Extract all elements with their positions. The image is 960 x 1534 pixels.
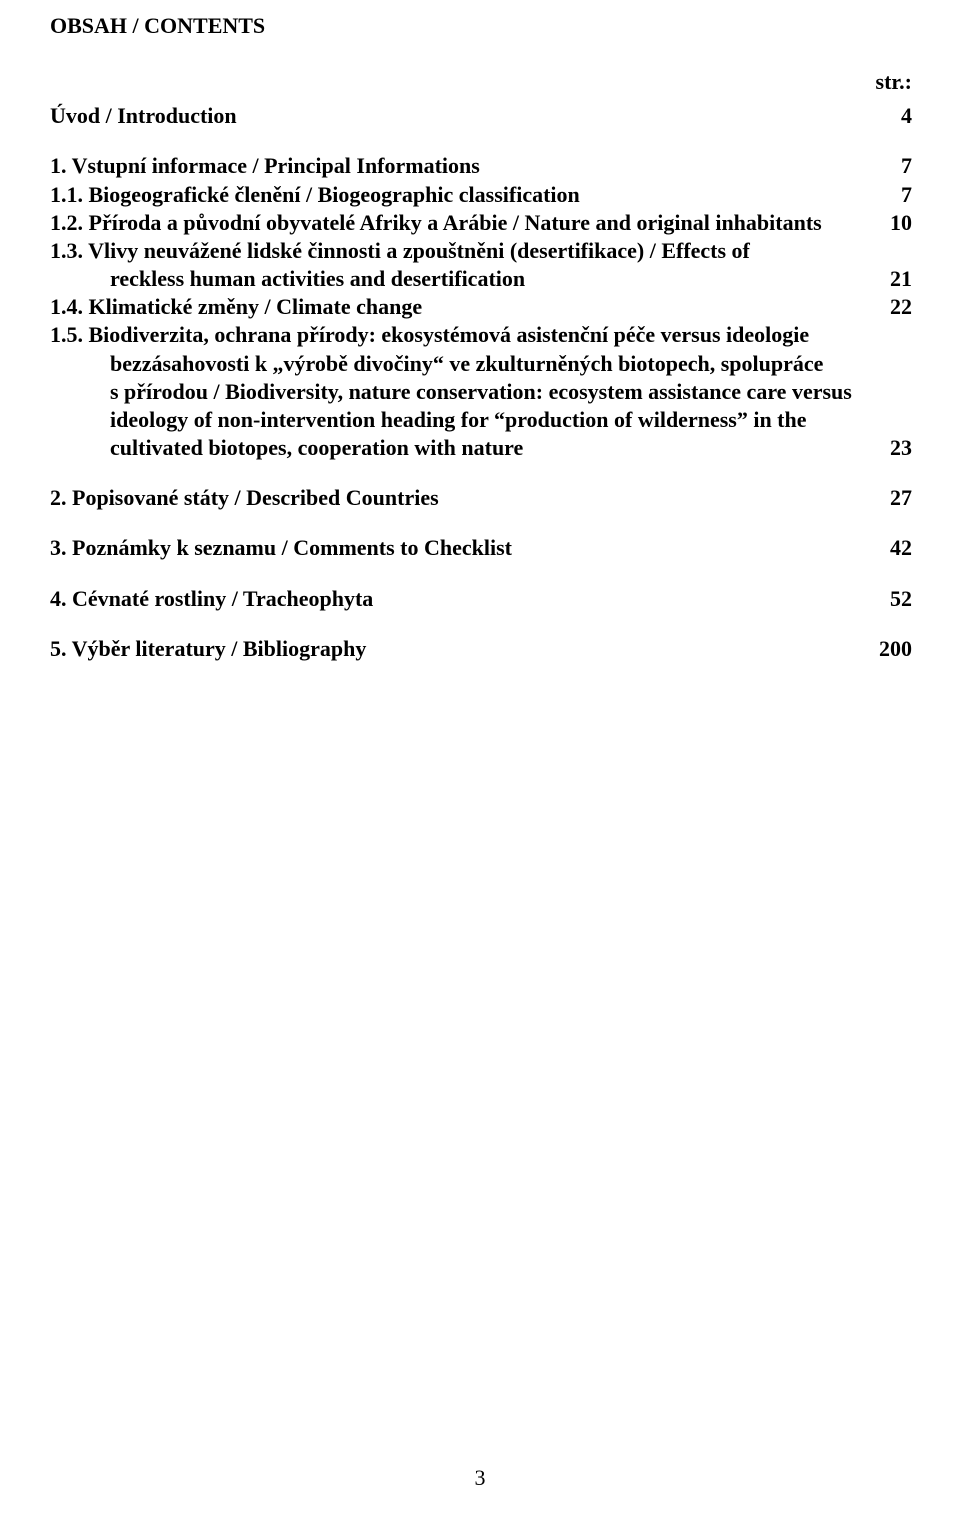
page-label-row: str.: (50, 68, 912, 96)
toc-s15e-page: 23 (876, 434, 912, 462)
toc-s11-page: 7 (887, 181, 912, 209)
toc-s15-line1: 1.5. Biodiverzita, ochrana přírody: ekos… (50, 321, 912, 349)
toc-s15a-text: 1.5. Biodiverzita, ochrana přírody: ekos… (50, 321, 912, 349)
toc-s4-page: 52 (876, 585, 912, 613)
toc-s13b-page: 21 (876, 265, 912, 293)
toc-s14-text: 1.4. Klimatické změny / Climate change (50, 293, 876, 321)
toc-s1-text: 1. Vstupní informace / Principal Informa… (50, 152, 887, 180)
toc-s14-page: 22 (876, 293, 912, 321)
toc-s13b-text: reckless human activities and desertific… (50, 265, 876, 293)
toc-s12-text: 1.2. Příroda a původní obyvatelé Afriky … (50, 209, 876, 237)
toc-s15-line2: bezzásahovosti k „výrobě divočiny“ ve zk… (50, 350, 912, 378)
toc-s15-line4: ideology of non-intervention heading for… (50, 406, 912, 434)
toc-s11-text: 1.1. Biogeografické členění / Biogeograp… (50, 181, 887, 209)
toc-s15e-text: cultivated biotopes, cooperation with na… (50, 434, 876, 462)
toc-intro-text: Úvod / Introduction (50, 102, 887, 130)
toc-s15c-text: s přírodou / Biodiversity, nature conser… (50, 378, 912, 406)
toc-intro: Úvod / Introduction 4 (50, 102, 912, 130)
toc-s15b-text: bezzásahovosti k „výrobě divočiny“ ve zk… (50, 350, 912, 378)
toc-s1-page: 7 (887, 152, 912, 180)
toc-s5: 5. Výběr literatury / Bibliography 200 (50, 635, 912, 663)
page-number: 3 (0, 1464, 960, 1492)
page-label: str.: (876, 68, 912, 96)
toc-s3-page: 42 (876, 534, 912, 562)
header-title: OBSAH / CONTENTS (50, 12, 912, 40)
toc-intro-page: 4 (887, 102, 912, 130)
toc-s2-page: 27 (876, 484, 912, 512)
page: OBSAH / CONTENTS str.: Úvod / Introducti… (0, 0, 960, 1534)
toc-s13-line1: 1.3. Vlivy neuvážené lidské činnosti a z… (50, 237, 912, 265)
toc-s15-line3: s přírodou / Biodiversity, nature conser… (50, 378, 912, 406)
toc-s4: 4. Cévnaté rostliny / Tracheophyta 52 (50, 585, 912, 613)
toc-s13a-text: 1.3. Vlivy neuvážené lidské činnosti a z… (50, 237, 912, 265)
toc-s2: 2. Popisované státy / Described Countrie… (50, 484, 912, 512)
toc-s11: 1.1. Biogeografické členění / Biogeograp… (50, 181, 912, 209)
toc-s12: 1.2. Příroda a původní obyvatelé Afriky … (50, 209, 912, 237)
toc-s1: 1. Vstupní informace / Principal Informa… (50, 152, 912, 180)
toc-s15-line5: cultivated biotopes, cooperation with na… (50, 434, 912, 462)
toc-s14: 1.4. Klimatické změny / Climate change 2… (50, 293, 912, 321)
toc-s5-text: 5. Výběr literatury / Bibliography (50, 635, 865, 663)
toc-s5-page: 200 (865, 635, 912, 663)
toc-s15d-text: ideology of non-intervention heading for… (50, 406, 912, 434)
toc-s2-text: 2. Popisované státy / Described Countrie… (50, 484, 876, 512)
toc-s13-line2: reckless human activities and desertific… (50, 265, 912, 293)
toc-s3: 3. Poznámky k seznamu / Comments to Chec… (50, 534, 912, 562)
toc-s3-text: 3. Poznámky k seznamu / Comments to Chec… (50, 534, 876, 562)
toc-s4-text: 4. Cévnaté rostliny / Tracheophyta (50, 585, 876, 613)
header-row: OBSAH / CONTENTS (50, 12, 912, 40)
toc-s12-page: 10 (876, 209, 912, 237)
